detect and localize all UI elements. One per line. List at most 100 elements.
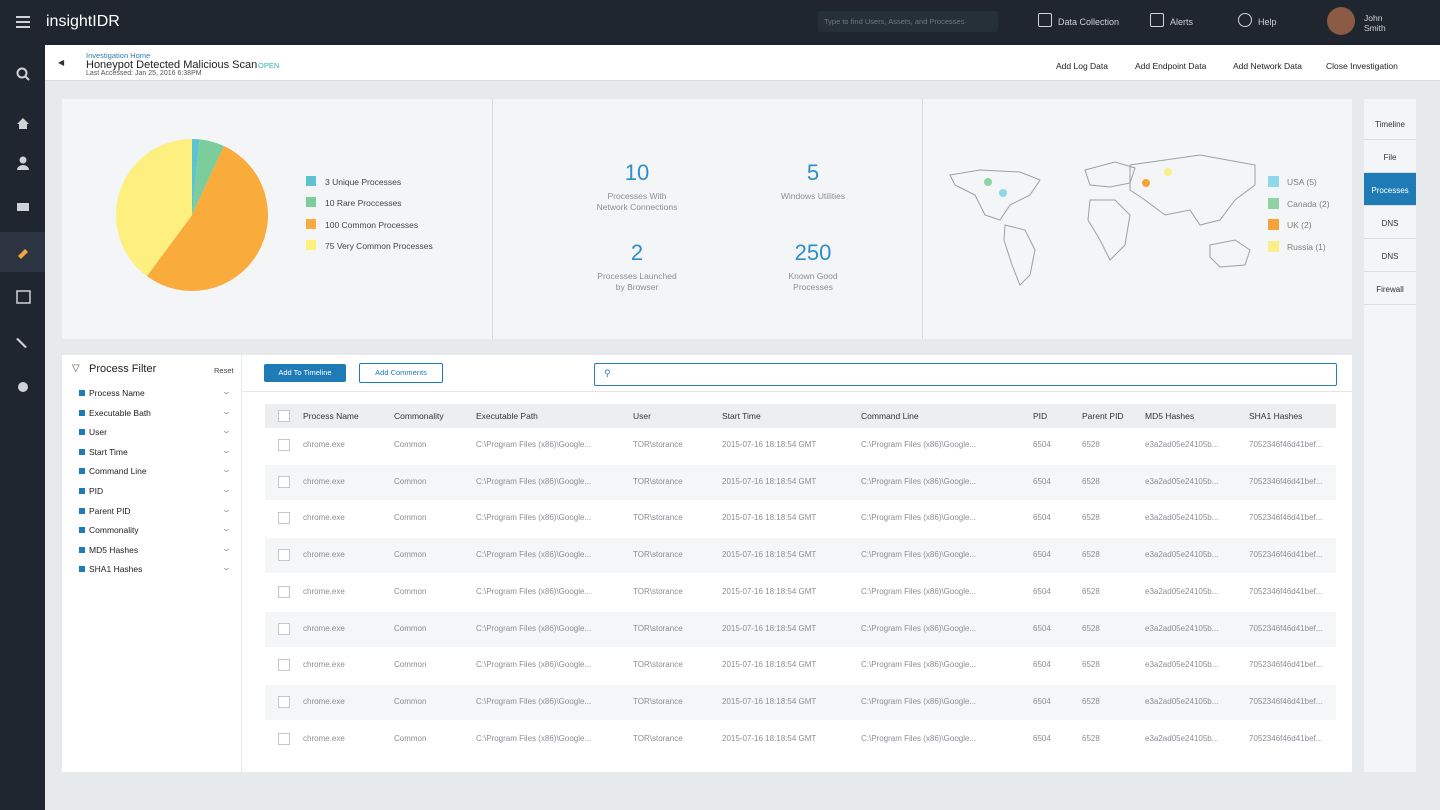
checkbox[interactable] — [278, 696, 290, 708]
header-action[interactable]: Add Network Data — [1233, 61, 1302, 71]
tab-label[interactable]: DNS — [1364, 252, 1416, 261]
filter-title: Process Filter — [89, 363, 156, 375]
filter-reset[interactable]: Reset — [214, 366, 234, 375]
nav-icon[interactable] — [1238, 13, 1252, 27]
column-header[interactable]: SHA1 Hashes — [1249, 411, 1302, 421]
filter-chevron[interactable]: ⌄ — [221, 465, 232, 474]
table-cell: 6528 — [1082, 624, 1100, 633]
column-header[interactable]: Process Name — [303, 411, 359, 421]
filter-chevron[interactable]: ⌄ — [221, 485, 232, 494]
tab-label[interactable]: Firewall — [1364, 285, 1416, 294]
table-cell: TOR\storance — [633, 697, 683, 706]
table-cell: Common — [394, 440, 426, 449]
table-cell: 6504 — [1033, 697, 1051, 706]
table-cell: 6504 — [1033, 660, 1051, 669]
filter-item[interactable]: Commonality — [89, 525, 139, 535]
search-placeholder: Type to find Users, Assets, and Processe… — [824, 17, 964, 26]
nav-item[interactable]: Help — [1258, 17, 1277, 27]
user-name[interactable]: JohnSmith — [1364, 13, 1386, 33]
checkbox[interactable] — [278, 476, 290, 488]
filter-item[interactable]: Executable Bath — [89, 408, 151, 418]
filter-item[interactable]: SHA1 Hashes — [89, 564, 142, 574]
filter-chevron[interactable]: ⌄ — [221, 524, 232, 533]
back-arrow[interactable]: ◀ — [58, 58, 64, 67]
table-cell: 6504 — [1033, 624, 1051, 633]
world-map — [945, 150, 1265, 290]
asset-icon[interactable] — [17, 203, 29, 211]
checkbox[interactable] — [278, 410, 290, 422]
filter-check[interactable] — [79, 547, 85, 553]
tab-label[interactable]: DNS — [1364, 219, 1416, 228]
table-cell: TOR\storance — [633, 440, 683, 449]
filter-check[interactable] — [79, 449, 85, 455]
filter-item[interactable]: MD5 Hashes — [89, 545, 138, 555]
tab-label[interactable]: Timeline — [1364, 120, 1416, 129]
stat-value: 250 — [763, 240, 863, 266]
map-pin — [999, 189, 1007, 197]
filter-item[interactable]: PID — [89, 486, 103, 496]
checkbox[interactable] — [278, 659, 290, 671]
report-icon[interactable] — [17, 291, 30, 303]
table-cell: 6528 — [1082, 440, 1100, 449]
filter-check[interactable] — [79, 527, 85, 533]
table-cell: TOR\storance — [633, 513, 683, 522]
checkbox[interactable] — [278, 586, 290, 598]
filter-chevron[interactable]: ⌄ — [221, 563, 232, 572]
nav-item[interactable]: Data Collection — [1058, 17, 1119, 27]
map-pin — [1142, 179, 1150, 187]
checkbox[interactable] — [278, 439, 290, 451]
button[interactable]: Add Comments — [359, 363, 443, 383]
filter-check[interactable] — [79, 468, 85, 474]
menu-icon[interactable] — [16, 17, 30, 27]
filter-chevron[interactable]: ⌄ — [221, 446, 232, 455]
filter-item[interactable]: User — [89, 427, 107, 437]
table-search[interactable] — [594, 363, 1337, 386]
nav-item[interactable]: Alerts — [1170, 17, 1193, 27]
column-header[interactable]: PID — [1033, 411, 1047, 421]
table-cell: 6528 — [1082, 513, 1100, 522]
filter-check[interactable] — [79, 488, 85, 494]
checkbox[interactable] — [278, 623, 290, 635]
checkbox[interactable] — [278, 512, 290, 524]
column-header[interactable]: Executable Path — [476, 411, 538, 421]
filter-chevron[interactable]: ⌄ — [221, 505, 232, 514]
nav-icon[interactable] — [1150, 13, 1164, 27]
column-header[interactable]: Parent PID — [1082, 411, 1124, 421]
header-action[interactable]: Add Log Data — [1056, 61, 1108, 71]
column-header[interactable]: Start Time — [722, 411, 761, 421]
filter-item[interactable]: Parent PID — [89, 506, 131, 516]
table-rule — [242, 391, 1352, 392]
column-header[interactable]: Commonality — [394, 411, 444, 421]
filter-check[interactable] — [79, 390, 85, 396]
checkbox[interactable] — [278, 549, 290, 561]
header-action[interactable]: Add Endpoint Data — [1135, 61, 1206, 71]
tab-label[interactable]: Processes — [1364, 186, 1416, 195]
filter-chevron[interactable]: ⌄ — [221, 387, 232, 396]
checkbox[interactable] — [278, 733, 290, 745]
settings-icon[interactable] — [18, 382, 28, 392]
column-header[interactable]: User — [633, 411, 651, 421]
filter-check[interactable] — [79, 429, 85, 435]
filter-chevron[interactable]: ⌄ — [221, 407, 232, 416]
filter-check[interactable] — [79, 410, 85, 416]
table-cell: Common — [394, 697, 426, 706]
filter-item[interactable]: Start Time — [89, 447, 128, 457]
column-header[interactable]: Command Line — [861, 411, 919, 421]
home-icon[interactable] — [17, 118, 29, 129]
avatar[interactable] — [1327, 7, 1355, 35]
investigation-icon[interactable] — [18, 249, 28, 259]
tool-icon[interactable] — [16, 338, 27, 348]
column-header[interactable]: MD5 Hashes — [1145, 411, 1194, 421]
filter-item[interactable]: Command Line — [89, 466, 147, 476]
filter-check[interactable] — [79, 566, 85, 572]
header-action[interactable]: Close Investigation — [1326, 61, 1398, 71]
user-icon[interactable] — [20, 157, 27, 164]
filter-check[interactable] — [79, 508, 85, 514]
nav-icon[interactable] — [1038, 13, 1052, 27]
filter-chevron[interactable]: ⌄ — [221, 544, 232, 553]
button[interactable]: Add To Timeline — [264, 364, 346, 382]
table-cell: 6528 — [1082, 550, 1100, 559]
tab-label[interactable]: File — [1364, 153, 1416, 162]
filter-chevron[interactable]: ⌄ — [221, 426, 232, 435]
filter-item[interactable]: Process Name — [89, 388, 145, 398]
